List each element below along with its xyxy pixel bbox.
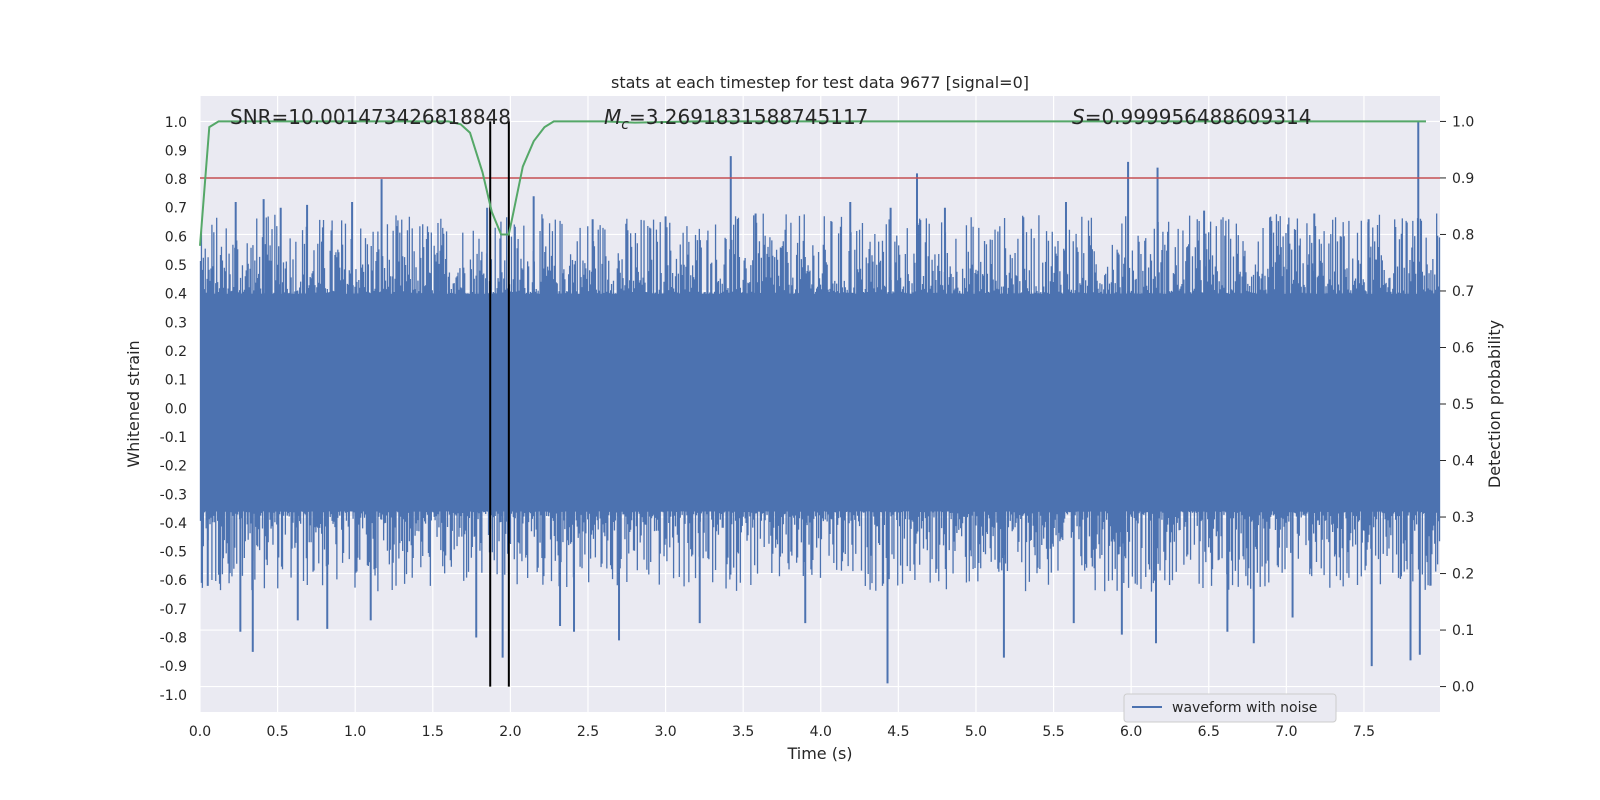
- s-symbol: S: [1072, 105, 1085, 129]
- x-tick-label: 6.0: [1120, 724, 1142, 740]
- waveform-series: [199, 121, 1441, 684]
- y-tick-label: -0.9: [160, 659, 187, 675]
- y2-tick-label: 0.1: [1452, 623, 1474, 639]
- y-tick-label: 0.7: [165, 201, 187, 217]
- y-tick-label: 0.8: [165, 172, 187, 188]
- y2-tick-label: 0.9: [1452, 171, 1474, 187]
- y2-tick-label: 0.2: [1452, 567, 1474, 583]
- x-tick-labels: 0.0 0.5 1.0 1.5 2.0 2.5 3.0 3.5 4.0 4.5 5.0 5.5 6.0 6…: [189, 724, 1375, 740]
- snr-annotation: SNR=10.001473426818848: [230, 105, 511, 129]
- x-tick-label: 5.0: [965, 724, 987, 740]
- s-value: =0.999956488609314: [1085, 105, 1312, 129]
- detection-probability-line: [199, 120, 1426, 246]
- y-tick-label: -1.0: [160, 688, 187, 704]
- y2-axis-label: Detection probability: [1485, 320, 1504, 488]
- y-tick-label: 0.5: [165, 258, 187, 274]
- y2-tick-label: 0.3: [1452, 510, 1474, 526]
- x-tick-label: 2.5: [577, 724, 599, 740]
- legend: waveform with noise: [1123, 693, 1337, 723]
- y2-tick-label: 0.6: [1452, 340, 1474, 356]
- mc-symbol: M: [604, 105, 621, 129]
- x-tick-label: 7.0: [1275, 724, 1297, 740]
- y-tick-label: -0.7: [160, 602, 187, 618]
- mc-subscript: c: [621, 117, 629, 133]
- y-tick-label: 0.4: [165, 287, 187, 303]
- x-tick-label: 0.0: [189, 724, 211, 740]
- x-tick-label: 7.5: [1353, 724, 1375, 740]
- x-tick-label: 2.0: [499, 724, 521, 740]
- s-annotation: S=0.999956488609314: [1072, 105, 1311, 129]
- y-tick-label: -0.8: [160, 631, 187, 647]
- y-tick-label: -0.1: [160, 430, 187, 446]
- x-axis-label: Time (s): [786, 744, 852, 763]
- y2-tick-label: 0.5: [1452, 397, 1474, 413]
- mc-value: =3.2691831588745117: [629, 105, 868, 129]
- x-tick-label: 0.5: [266, 724, 288, 740]
- event-window-lines: [489, 121, 510, 687]
- y2-tick-label: 1.0: [1452, 114, 1474, 130]
- y-tick-label: 0.0: [165, 401, 187, 417]
- y-tick-label: 0.1: [165, 373, 187, 389]
- x-tick-label: 4.0: [810, 724, 832, 740]
- legend-box: [1123, 693, 1337, 723]
- y-tick-label: 0.6: [165, 229, 187, 245]
- x-tick-label: 1.0: [344, 724, 366, 740]
- y-tick-label: 0.3: [165, 315, 187, 331]
- y-tick-label: -0.6: [160, 573, 187, 589]
- x-tick-label: 3.0: [654, 724, 676, 740]
- y-axis-label: Whitened strain: [124, 340, 143, 467]
- x-tick-label: 6.5: [1198, 724, 1220, 740]
- y2-tick-labels: 1.0 0.9 0.8 0.7 0.6 0.5 0.4 0.3 0.2 0.1 0.0: [1440, 114, 1474, 696]
- y-tick-label: -0.5: [160, 545, 187, 561]
- x-tick-label: 3.5: [732, 724, 754, 740]
- y-tick-label: 0.9: [165, 143, 187, 159]
- x-tick-label: 5.5: [1042, 724, 1064, 740]
- legend-label-waveform: waveform with noise: [1172, 700, 1317, 716]
- waveform-noise-body: [199, 213, 1441, 592]
- y-tick-label: 1.0: [165, 115, 187, 131]
- y2-tick-label: 0.4: [1452, 454, 1474, 470]
- mc-annotation: Mc=3.2691831588745117: [604, 105, 868, 133]
- y-tick-label: -0.2: [160, 459, 187, 475]
- y-tick-label: 0.2: [165, 344, 187, 360]
- chart-title: stats at each timestep for test data 967…: [611, 73, 1029, 92]
- y-tick-label: -0.4: [160, 516, 187, 532]
- x-tick-label: 1.5: [422, 724, 444, 740]
- y-tick-label: -0.3: [160, 487, 187, 503]
- y2-tick-label: 0.0: [1452, 680, 1474, 696]
- y-tick-labels: 1.0 0.9 0.8 0.7 0.6 0.5 0.4 0.3 0.2 0.1 0.0 -0.1 -0.…: [160, 115, 187, 704]
- y2-tick-label: 0.7: [1452, 284, 1474, 300]
- x-tick-label: 4.5: [887, 724, 909, 740]
- y2-tick-label: 0.8: [1452, 227, 1474, 243]
